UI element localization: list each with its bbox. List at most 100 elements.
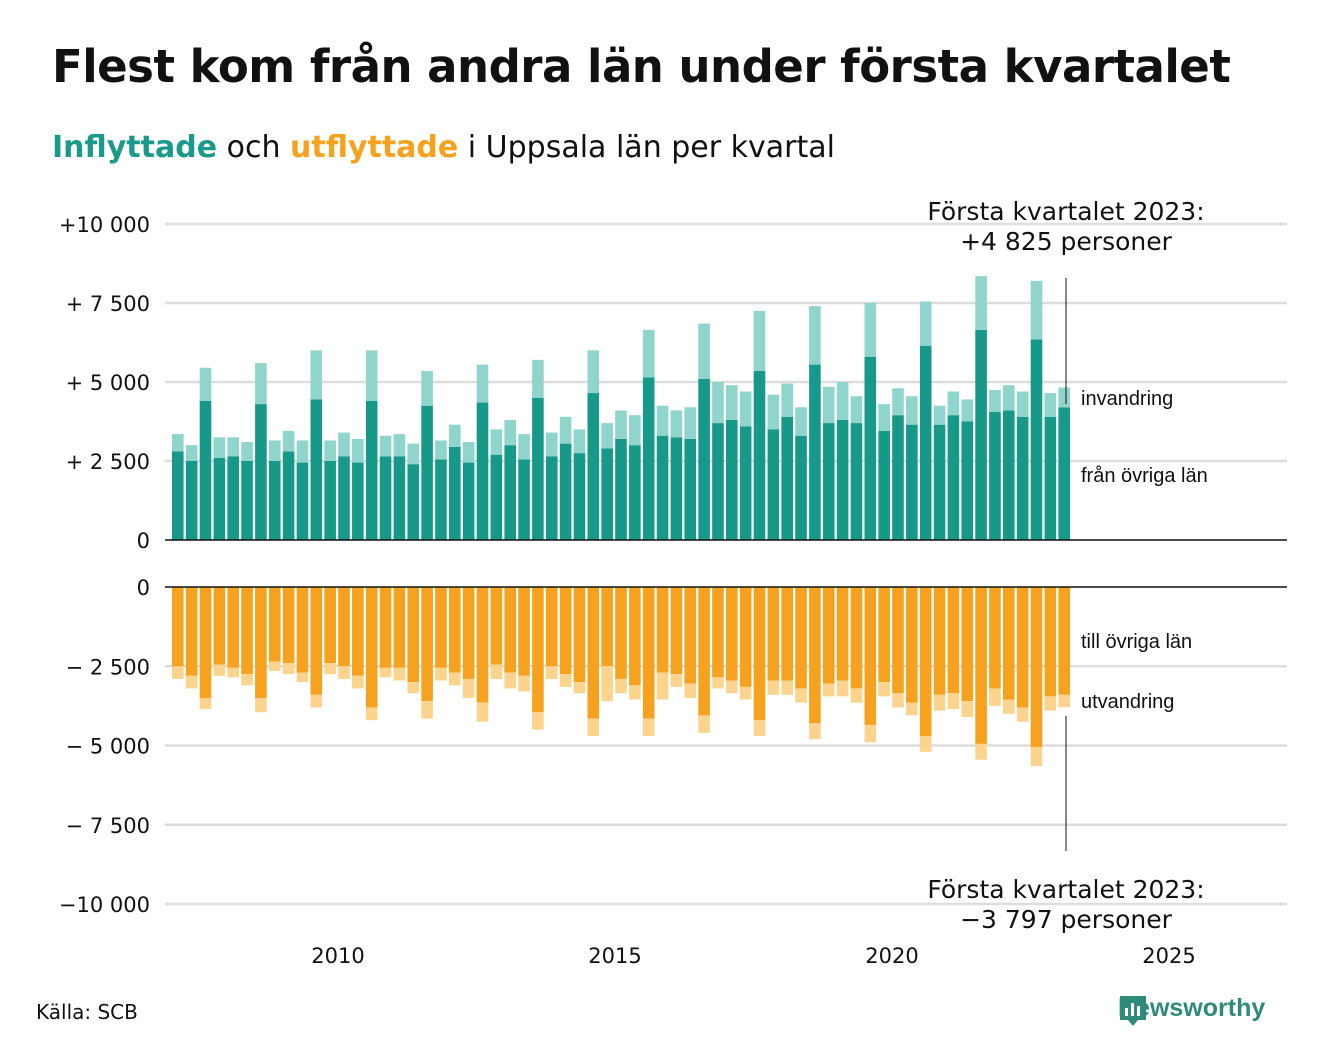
bar-utvandring bbox=[338, 666, 350, 679]
bar-fran-ovriga-lan bbox=[712, 423, 724, 540]
newsworthy-logo-icon bbox=[1120, 996, 1146, 1026]
bar-invandring bbox=[1016, 391, 1029, 417]
inflow-bars bbox=[172, 276, 1070, 540]
bar-till-ovriga-lan bbox=[490, 587, 503, 665]
bar-utvandring bbox=[1016, 707, 1029, 722]
annotation-bottom-line2: −3 797 personer bbox=[960, 905, 1173, 934]
bar-invandring bbox=[947, 391, 960, 416]
bar-utvandring bbox=[573, 682, 586, 694]
bar-utvandring bbox=[172, 666, 184, 679]
bar-invandring bbox=[518, 434, 530, 460]
subtitle-och: och bbox=[217, 130, 290, 165]
bar-till-ovriga-lan bbox=[241, 587, 253, 675]
x-tick-label: 2015 bbox=[588, 944, 641, 968]
bar-fran-ovriga-lan bbox=[684, 438, 697, 540]
bar-utvandring bbox=[975, 743, 987, 760]
bar-fran-ovriga-lan bbox=[407, 464, 420, 540]
bar-fran-ovriga-lan bbox=[795, 435, 807, 540]
bar-invandring bbox=[836, 382, 849, 420]
bar-utvandring bbox=[449, 672, 461, 686]
bar-fran-ovriga-lan bbox=[975, 329, 987, 540]
bar-fran-ovriga-lan bbox=[961, 421, 974, 540]
bar-till-ovriga-lan bbox=[1030, 587, 1043, 748]
bar-till-ovriga-lan bbox=[1058, 587, 1070, 695]
bar-invandring bbox=[255, 363, 267, 405]
bar-till-ovriga-lan bbox=[379, 587, 392, 668]
bar-till-ovriga-lan bbox=[1044, 587, 1057, 697]
bar-utvandring bbox=[712, 677, 724, 689]
bar-till-ovriga-lan bbox=[185, 587, 198, 676]
chart-title: Flest kom från andra län under första kv… bbox=[52, 40, 1231, 93]
bar-invandring bbox=[1058, 387, 1070, 408]
bar-fran-ovriga-lan bbox=[989, 412, 1001, 540]
bar-invandring bbox=[892, 388, 904, 416]
bar-till-ovriga-lan bbox=[753, 587, 766, 721]
bar-utvandring bbox=[642, 718, 655, 736]
annotation-top-line2: +4 825 personer bbox=[960, 227, 1173, 256]
bar-till-ovriga-lan bbox=[462, 587, 475, 679]
bar-fran-ovriga-lan bbox=[296, 462, 309, 540]
bar-fran-ovriga-lan bbox=[781, 416, 793, 540]
bar-invandring bbox=[753, 310, 766, 371]
bar-till-ovriga-lan bbox=[352, 587, 364, 676]
subtitle-utflyttade: utflyttade bbox=[290, 130, 459, 165]
bar-invandring bbox=[559, 416, 572, 444]
bar-utvandring bbox=[670, 674, 683, 687]
bar-invandring bbox=[310, 350, 323, 400]
annotation-bottom-line1: Första kvartalet 2023: bbox=[927, 875, 1204, 904]
bar-utvandring bbox=[878, 682, 890, 697]
bar-utvandring bbox=[947, 693, 960, 710]
bar-utvandring bbox=[545, 666, 558, 679]
bar-till-ovriga-lan bbox=[449, 587, 461, 673]
bar-fran-ovriga-lan bbox=[199, 400, 212, 540]
bar-till-ovriga-lan bbox=[919, 587, 932, 736]
bar-invandring bbox=[919, 301, 932, 346]
bar-till-ovriga-lan bbox=[864, 587, 877, 725]
bar-fran-ovriga-lan bbox=[379, 456, 392, 540]
bar-utvandring bbox=[795, 688, 807, 703]
bar-fran-ovriga-lan bbox=[1003, 410, 1015, 540]
chart-axes: +10 000 + 7 500 + 5 000 + 2 500 0 0 − 2 500 − 5… bbox=[59, 213, 1287, 968]
bar-till-ovriga-lan bbox=[476, 587, 489, 703]
bar-utvandring bbox=[213, 664, 226, 676]
y-tick-label: + 7 500 bbox=[66, 292, 150, 316]
bar-utvandring bbox=[476, 702, 489, 722]
bar-invandring bbox=[615, 410, 627, 439]
bar-till-ovriga-lan bbox=[629, 587, 641, 686]
bar-invandring bbox=[975, 276, 987, 330]
bar-till-ovriga-lan bbox=[933, 587, 946, 695]
bar-till-ovriga-lan bbox=[1003, 587, 1015, 700]
bar-utvandring bbox=[227, 667, 239, 678]
bar-fran-ovriga-lan bbox=[601, 448, 613, 540]
bar-till-ovriga-lan bbox=[338, 587, 350, 667]
y-tick-label: −10 000 bbox=[59, 893, 150, 917]
bar-fran-ovriga-lan bbox=[906, 424, 918, 540]
bar-fran-ovriga-lan bbox=[864, 356, 877, 540]
bar-fran-ovriga-lan bbox=[365, 400, 378, 540]
bar-utvandring bbox=[255, 697, 267, 713]
bar-invandring bbox=[490, 429, 503, 455]
bar-invandring bbox=[185, 445, 198, 461]
bar-invandring bbox=[545, 432, 558, 457]
bar-invandring bbox=[338, 432, 350, 457]
bar-invandring bbox=[407, 443, 420, 465]
bar-utvandring bbox=[836, 680, 849, 697]
bar-utvandring bbox=[587, 718, 600, 736]
bar-utvandring bbox=[282, 663, 295, 675]
bar-till-ovriga-lan bbox=[407, 587, 420, 683]
bar-invandring bbox=[365, 350, 378, 401]
bar-till-ovriga-lan bbox=[698, 587, 710, 716]
bar-invandring bbox=[642, 329, 655, 378]
bar-invandring bbox=[296, 440, 309, 463]
bar-utvandring bbox=[504, 672, 516, 689]
bar-till-ovriga-lan bbox=[559, 587, 572, 675]
bar-invandring bbox=[573, 429, 586, 454]
bar-till-ovriga-lan bbox=[961, 587, 974, 702]
bar-till-ovriga-lan bbox=[324, 587, 336, 664]
bar-fran-ovriga-lan bbox=[629, 445, 641, 540]
bar-utvandring bbox=[296, 672, 309, 683]
bar-till-ovriga-lan bbox=[726, 587, 738, 681]
bar-invandring bbox=[698, 323, 710, 379]
bar-invandring bbox=[684, 407, 697, 439]
